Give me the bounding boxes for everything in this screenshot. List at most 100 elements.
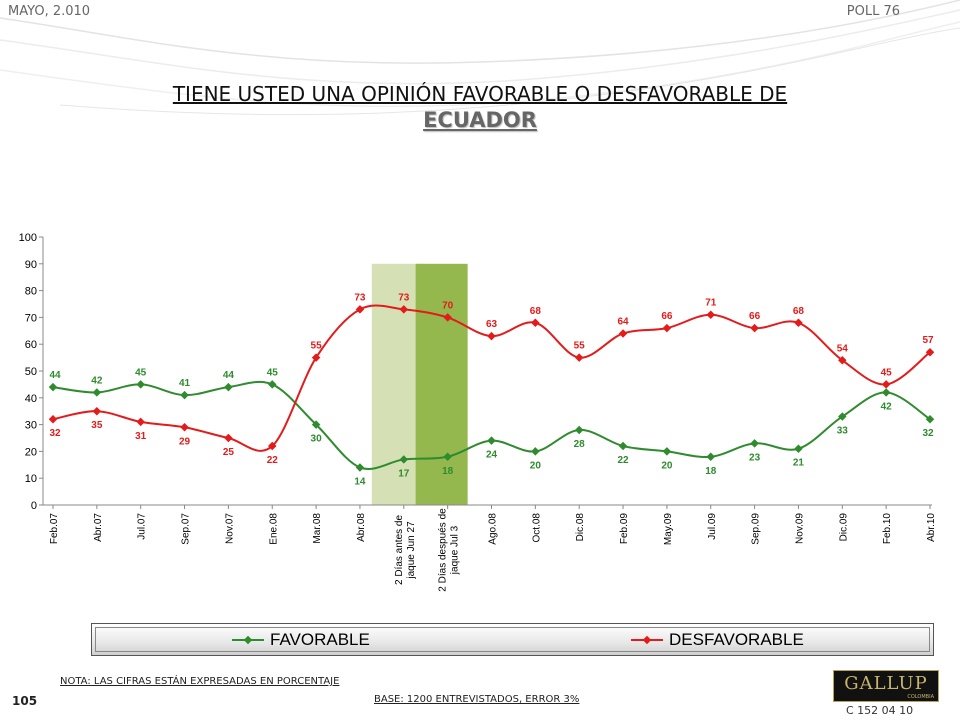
- legend-item-favorable: FAVORABLE: [232, 630, 370, 650]
- title-line-2: ECUADOR: [423, 108, 537, 132]
- data-point-favorable: [224, 382, 233, 392]
- highlight-band-2: [415, 263, 468, 505]
- x-tick-label: Nov.07: [224, 513, 235, 544]
- data-point-favorable: [706, 452, 715, 462]
- data-point-favorable: [311, 420, 321, 429]
- legend-marker-desfavorable-icon: [631, 635, 663, 645]
- x-tick-label: Mar.08: [312, 513, 323, 544]
- y-tick-label: 30: [25, 420, 37, 432]
- poll-label: POLL 76: [846, 4, 900, 19]
- logo-subtext: COLOMBIA: [907, 694, 934, 700]
- data-label-favorable: 22: [617, 455, 629, 466]
- data-point-desfavorable: [794, 318, 803, 328]
- sample-base: BASE: 1200 ENTREVISTADOS, ERROR 3%: [374, 694, 580, 705]
- data-point-favorable: [794, 444, 803, 453]
- data-label-favorable: 45: [135, 367, 147, 378]
- x-tick-label: Ene.08: [268, 513, 279, 545]
- data-point-desfavorable: [224, 433, 233, 443]
- data-point-desfavorable: [136, 417, 145, 427]
- data-point-favorable: [180, 390, 189, 400]
- y-tick-label: 90: [25, 259, 37, 271]
- data-label-favorable: 44: [223, 370, 235, 381]
- x-tick-label: Jul.09: [707, 513, 718, 540]
- legend-label-desfavorable: DESFAVORABLE: [669, 630, 804, 649]
- data-label-favorable: 23: [749, 452, 761, 463]
- data-label-desfavorable: 68: [793, 306, 805, 317]
- y-tick-label: 50: [25, 366, 37, 378]
- y-tick-label: 100: [19, 232, 37, 244]
- chart-legend: FAVORABLE DESFAVORABLE: [91, 623, 934, 656]
- data-point-favorable: [399, 455, 409, 464]
- data-label-desfavorable: 55: [574, 341, 586, 352]
- y-tick-label: 70: [25, 312, 37, 324]
- legend-item-desfavorable: DESFAVORABLE: [631, 630, 804, 650]
- data-label-favorable: 30: [311, 434, 323, 445]
- title-line-1: TIENE USTED UNA OPINIÓN FAVORABLE O DESF…: [172, 82, 788, 106]
- data-point-desfavorable: [268, 441, 277, 451]
- data-point-desfavorable: [531, 318, 540, 328]
- data-label-favorable: 44: [49, 370, 61, 381]
- data-point-favorable: [355, 463, 365, 472]
- document-code: C 152 04 10: [846, 704, 914, 717]
- x-tick-label: Abr.08: [356, 513, 367, 542]
- data-label-desfavorable: 73: [398, 292, 410, 303]
- data-label-desfavorable: 35: [91, 420, 103, 431]
- x-tick-label: Feb.07: [49, 513, 60, 545]
- data-point-favorable: [925, 414, 935, 424]
- data-label-desfavorable: 29: [179, 436, 191, 447]
- data-point-desfavorable: [48, 414, 58, 424]
- data-label-favorable: 42: [881, 401, 893, 412]
- data-point-desfavorable: [180, 423, 189, 432]
- data-label-favorable: 32: [922, 428, 934, 439]
- x-tick-label: Dic.09: [838, 513, 849, 542]
- legend-inner-frame: FAVORABLE DESFAVORABLE: [95, 627, 930, 652]
- x-tick-label: Abr.10: [926, 513, 937, 542]
- data-label-favorable: 18: [705, 466, 717, 477]
- data-point-favorable: [136, 380, 145, 389]
- data-point-desfavorable: [399, 305, 409, 314]
- x-tick-label: Dic.08: [575, 513, 586, 542]
- highlight-band-1: [371, 263, 424, 505]
- x-tick-label: Sep.09: [751, 513, 762, 545]
- x-tick-label: 2 Días después dejaque Jul 3: [438, 508, 461, 592]
- x-tick-label: Jul.07: [137, 513, 148, 540]
- data-point-favorable: [268, 380, 277, 389]
- x-tick-label: Nov.09: [794, 513, 805, 544]
- data-point-favorable: [618, 441, 628, 451]
- data-point-favorable: [48, 382, 58, 392]
- y-tick-label: 80: [25, 286, 37, 298]
- x-tick-label: Oct.08: [531, 513, 542, 543]
- x-tick-label: Sep.07: [181, 513, 192, 545]
- data-label-desfavorable: 66: [661, 311, 673, 322]
- data-label-desfavorable: 55: [311, 341, 323, 352]
- data-point-desfavorable: [311, 353, 321, 362]
- data-label-favorable: 24: [486, 450, 498, 461]
- data-label-desfavorable: 71: [705, 298, 717, 309]
- x-tick-label: Feb.10: [882, 513, 893, 545]
- report-date: MAYO, 2.010: [8, 4, 91, 19]
- gallup-logo: GALLUP COLOMBIA: [833, 670, 939, 702]
- data-label-desfavorable: 68: [530, 306, 542, 317]
- x-tick-label: 2 Días antes dejaque Jun 27: [394, 515, 417, 585]
- data-point-desfavorable: [662, 323, 672, 333]
- data-point-favorable: [574, 425, 584, 435]
- data-point-favorable: [92, 388, 102, 397]
- data-label-desfavorable: 25: [223, 447, 235, 458]
- x-tick-label: Abr.07: [93, 513, 104, 542]
- y-tick-label: 0: [31, 500, 37, 512]
- data-point-desfavorable: [750, 323, 759, 333]
- data-label-favorable: 28: [574, 439, 586, 450]
- data-label-desfavorable: 70: [442, 300, 454, 311]
- data-label-desfavorable: 73: [354, 292, 366, 303]
- logo-wordmark: GALLUP: [844, 673, 928, 694]
- data-label-desfavorable: 64: [617, 316, 629, 327]
- data-label-desfavorable: 32: [49, 428, 61, 439]
- data-label-favorable: 20: [661, 460, 673, 471]
- data-point-favorable: [662, 447, 672, 456]
- data-label-desfavorable: 63: [486, 319, 498, 330]
- data-label-favorable: 42: [91, 375, 103, 386]
- data-point-desfavorable: [355, 305, 365, 314]
- x-tick-label: Feb.09: [619, 513, 630, 545]
- data-point-desfavorable: [925, 347, 935, 357]
